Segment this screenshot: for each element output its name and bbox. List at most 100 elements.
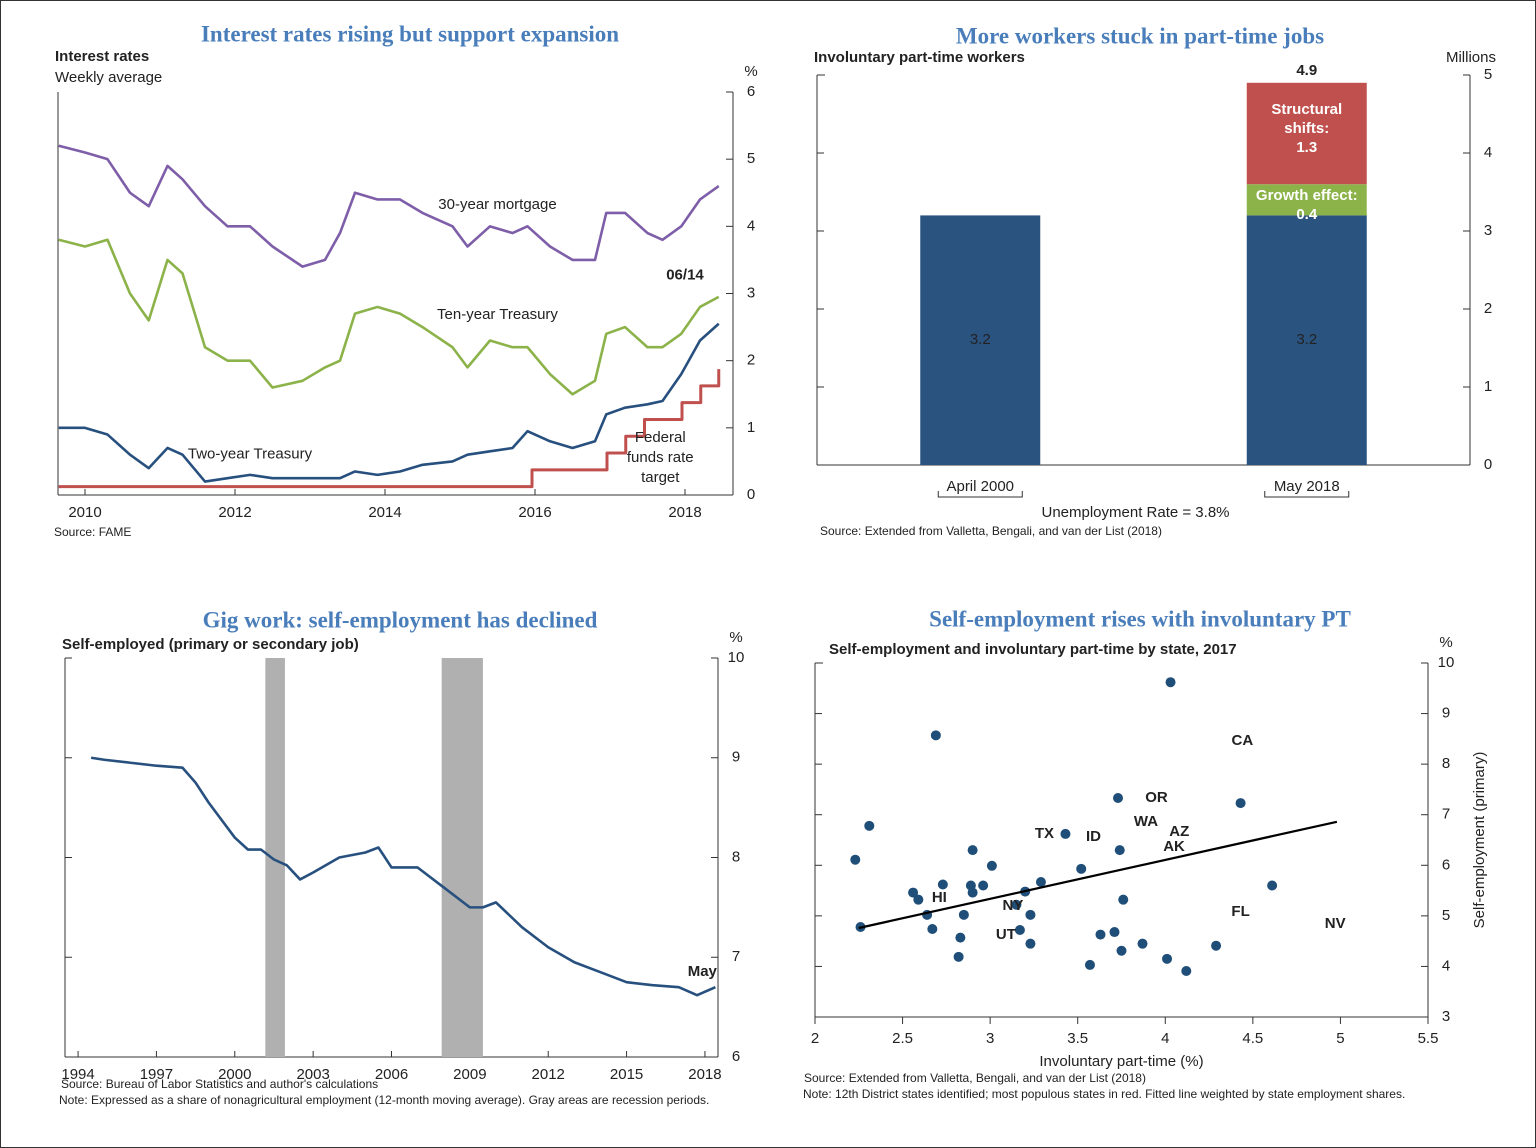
segment-value: 1.3: [1296, 138, 1318, 156]
note: Note: Expressed as a share of nonagricul…: [59, 1093, 710, 1107]
segment-label-box: Structural shifts:1.3: [1247, 100, 1367, 157]
note: Note: 12th District states identified; m…: [803, 1087, 1406, 1101]
y-tick-label: 9: [1442, 705, 1450, 722]
chart-title: Interest rates rising but support expans…: [201, 21, 619, 46]
segment-value: 0.4: [1296, 206, 1318, 224]
y-tick-label: 2: [1484, 300, 1492, 317]
recession-band: [441, 658, 483, 1057]
scatter-point: [1211, 940, 1222, 951]
note-box: Note: 12th District states identified; m…: [803, 1087, 1406, 1101]
segment-name: Structural shifts:: [1271, 100, 1343, 137]
segment-label-box: Growth effect:0.4: [1247, 186, 1367, 224]
y-tick-label: 10: [728, 649, 745, 666]
x-tick-label: 2003: [296, 1066, 329, 1083]
segment-label: Growth effect: 0.4: [1247, 186, 1367, 224]
x-tick-label: 3: [986, 1030, 994, 1047]
x-tick-label: 2: [811, 1030, 819, 1047]
scatter-point: [967, 845, 978, 856]
y-tick-label: 7: [732, 948, 740, 965]
x-tick-label: 2014: [368, 504, 401, 521]
y-axis-label: Self-employment (primary): [1471, 752, 1488, 929]
segment-value: 3.2: [970, 331, 991, 348]
bar-segment: [1246, 215, 1367, 465]
x-tick-label: 2016: [518, 504, 551, 521]
recession-band: [265, 658, 285, 1057]
x-tick-label: 2015: [610, 1066, 643, 1083]
y-tick-label: 9: [732, 749, 740, 766]
scatter-point: [967, 887, 978, 898]
scatter-point: [1084, 959, 1095, 970]
series-line: [58, 322, 720, 483]
x-tick-label: 2018: [688, 1066, 721, 1083]
x-tick-label: 2012: [218, 504, 251, 521]
bar-segment: [1246, 184, 1367, 216]
chart-title: Self-employment rises with involuntary P…: [929, 606, 1351, 631]
y-tick-label: 3: [1442, 1008, 1450, 1025]
y-tick-label: 8: [732, 848, 740, 865]
scatter-point: [1060, 828, 1071, 839]
state-label: CA: [1232, 732, 1254, 749]
x-tick-label: 2010: [68, 504, 101, 521]
state-label: TX: [1035, 825, 1054, 842]
series-label-line: Federal: [635, 429, 686, 446]
series-label-line: funds rate: [627, 449, 694, 466]
series-label: Federal funds rate target: [627, 429, 694, 486]
scatter-point: [937, 879, 948, 890]
scatter-point: [1109, 927, 1120, 938]
y-unit: %: [744, 63, 757, 80]
x-tick-label: 4: [1161, 1030, 1169, 1047]
scatter-point: [953, 951, 964, 962]
scatter-point: [986, 860, 997, 871]
scatter-point: [908, 887, 919, 898]
chart-title: More workers stuck in part-time jobs: [956, 23, 1324, 48]
segment-name: Growth effect:: [1255, 187, 1358, 205]
scatter-point: [1235, 798, 1246, 809]
total-label: 4.9: [1296, 62, 1317, 79]
x-tick-label: 2009: [453, 1066, 486, 1083]
y-tick-label: 1: [747, 419, 755, 436]
segment-value: 3.2: [1296, 331, 1317, 348]
subtitle: Weekly average: [55, 69, 162, 86]
scatter-point: [1025, 938, 1036, 949]
state-label: AK: [1163, 838, 1185, 855]
scatter-point: [1267, 880, 1278, 891]
series-line: [58, 369, 721, 489]
y-tick-label: 6: [747, 83, 755, 100]
y-tick-label: 3: [747, 284, 755, 301]
scatter-point: [1181, 965, 1192, 976]
x-tick-label: 3.5: [1067, 1030, 1088, 1047]
series-line: [58, 238, 720, 396]
x-tick-label: 2006: [375, 1066, 408, 1083]
annotation: 06/14: [666, 266, 704, 283]
scatter-point: [1114, 845, 1125, 856]
state-label: ID: [1086, 828, 1101, 845]
y-tick-label: 1: [1484, 378, 1492, 395]
scatter-point: [927, 924, 938, 935]
y-tick-label: 0: [1484, 456, 1492, 473]
x-tick-label: 2000: [218, 1066, 251, 1083]
category-bracket: [1264, 491, 1350, 498]
series-line: [90, 756, 716, 997]
series-label: 30-year mortgage: [438, 196, 556, 213]
y-tick-label: 4: [1442, 957, 1450, 974]
scatter-point: [1112, 793, 1123, 804]
x-tick-label: 2012: [532, 1066, 565, 1083]
x-tick-label: 2018: [668, 504, 701, 521]
category-bracket: [937, 491, 1023, 498]
x-tick-label: 5.5: [1418, 1030, 1439, 1047]
state-label: NY: [1002, 897, 1023, 914]
state-label: HI: [932, 889, 947, 906]
scatter-point: [1118, 894, 1129, 905]
y-unit: %: [729, 629, 742, 646]
y-unit: Millions: [1446, 49, 1496, 66]
series-label-line: target: [641, 469, 680, 486]
y-tick-label: 10: [1438, 654, 1455, 671]
y-tick-label: 8: [1442, 755, 1450, 772]
segment-label: Structural shifts: 1.3: [1247, 100, 1367, 157]
x-tick-label: 2.5: [892, 1030, 913, 1047]
state-label: AZ: [1169, 823, 1189, 840]
y-tick-label: 5: [1442, 907, 1450, 924]
x-tick-label: 1997: [140, 1066, 173, 1083]
state-label: UT: [996, 926, 1016, 943]
